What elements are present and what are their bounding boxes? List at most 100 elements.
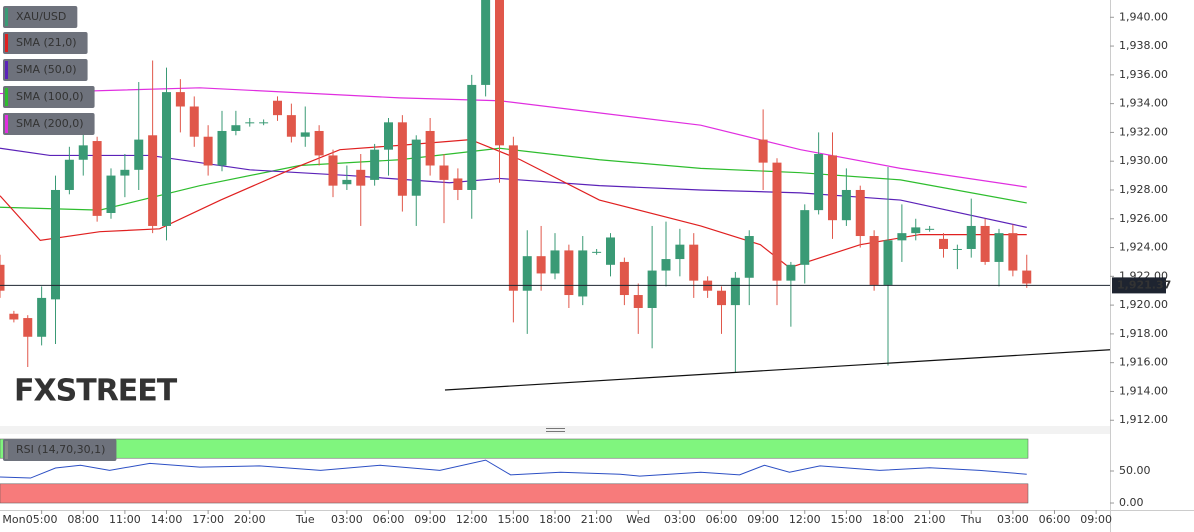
y-tick-label: 1,926.00 (1119, 212, 1168, 225)
y-tick-label: 1,912.00 (1119, 413, 1168, 426)
panel-divider[interactable] (0, 426, 1110, 434)
candle-body (647, 270, 657, 308)
rsi-panel (0, 438, 1029, 504)
candle-body (259, 122, 269, 124)
oversold-band (0, 483, 1029, 504)
x-tick-label: 12:00 (789, 513, 821, 526)
candle-body (606, 237, 615, 265)
rsi-line (0, 459, 1027, 479)
candle-body (203, 136, 213, 166)
candle-body (717, 290, 726, 306)
x-tick-label: 09:00 (414, 513, 446, 526)
candle-body (730, 277, 740, 306)
candle-body (744, 236, 754, 278)
candle-body (661, 259, 671, 271)
y-tick-label: 1,934.00 (1119, 97, 1168, 110)
candle-body (841, 189, 851, 221)
candle-body (162, 92, 171, 226)
y-tick-label: 1,936.00 (1119, 68, 1168, 81)
x-tick-label: 12:00 (456, 513, 488, 526)
candle-body (1008, 233, 1018, 271)
candle-body (78, 145, 88, 160)
candle-body (1022, 270, 1032, 284)
candle-body (411, 139, 421, 196)
candle-body (619, 261, 629, 296)
legend-box (3, 6, 78, 28)
y-tick-label: 50.00 (1119, 464, 1151, 477)
legend-swatch (5, 441, 8, 459)
candle-body (508, 145, 518, 291)
x-tick-label: 05:00 (26, 513, 58, 526)
y-tick-label: 1,938.00 (1119, 39, 1168, 52)
candle-body (869, 236, 879, 285)
legend-box (3, 32, 88, 54)
candle-body (828, 155, 837, 221)
candle-body (578, 250, 588, 297)
candle-body (0, 264, 5, 291)
candle-body (384, 122, 393, 150)
legend-box (3, 439, 117, 461)
candle-body (106, 175, 116, 213)
candle-body (592, 251, 602, 253)
y-tick-label: 1,918.00 (1119, 327, 1168, 340)
candle-body (23, 318, 33, 337)
x-tick-label: 21:00 (581, 513, 613, 526)
x-tick-label: 14:00 (151, 513, 183, 526)
legend-swatch (5, 8, 8, 26)
candle-body (758, 139, 768, 163)
candle-body (689, 244, 699, 281)
x-tick-label: 06:00 (373, 513, 405, 526)
x-tick-label: Mon (2, 513, 25, 526)
x-tick-label: 11:00 (109, 513, 141, 526)
candle-body (522, 256, 532, 291)
candle-body (356, 169, 366, 186)
x-tick-label: 03:00 (331, 513, 363, 526)
y-tick-label: 1,924.00 (1119, 241, 1168, 254)
candle-body (37, 297, 47, 337)
x-tick-label: 09:00 (1080, 513, 1112, 526)
last-price-box (1112, 277, 1166, 294)
candle-body (467, 84, 477, 190)
candle-body (217, 130, 227, 166)
candle-body (980, 225, 990, 262)
candle-body (148, 135, 158, 226)
legend-box (3, 86, 95, 108)
candle-body (273, 100, 282, 116)
candle-body (9, 313, 19, 320)
y-tick-label: 1,932.00 (1119, 125, 1168, 138)
candle-body (453, 178, 463, 190)
candle-body (994, 233, 1004, 262)
candle-body (495, 0, 504, 146)
x-tick-label: 03:00 (664, 513, 696, 526)
y-tick-label: 1,940.00 (1119, 10, 1168, 23)
legend-box (3, 59, 88, 81)
x-tick-label: 15:00 (498, 513, 530, 526)
x-tick-label: 06:00 (1039, 513, 1071, 526)
candle-body (231, 125, 241, 131)
watermark: FX (14, 374, 56, 409)
candle-body (536, 256, 546, 274)
legend-label: SMA (200,0) (16, 117, 84, 130)
candle-body (328, 155, 338, 186)
candle-body (952, 248, 962, 250)
y-tick-label: 1,928.00 (1119, 183, 1168, 196)
legend-label: RSI (14,70,30,1) (16, 443, 105, 456)
candle-body (300, 132, 310, 137)
candle-body (51, 189, 60, 300)
legend-label: SMA (21,0) (16, 36, 77, 49)
candle-body (633, 295, 643, 308)
sma-line (0, 87, 1027, 188)
candle-body (481, 0, 491, 85)
legend-label: SMA (100,0) (16, 90, 84, 103)
legend-swatch (5, 88, 8, 106)
price-panel: FX STREET (0, 0, 1110, 409)
x-tick-label: 20:00 (234, 513, 266, 526)
candle-body (550, 250, 560, 274)
candle-body (397, 122, 407, 196)
candle-body (786, 264, 796, 281)
candle-body (425, 130, 435, 166)
candle-body (675, 244, 685, 260)
x-tick-label: Tue (295, 513, 315, 526)
candle-body (772, 162, 782, 281)
